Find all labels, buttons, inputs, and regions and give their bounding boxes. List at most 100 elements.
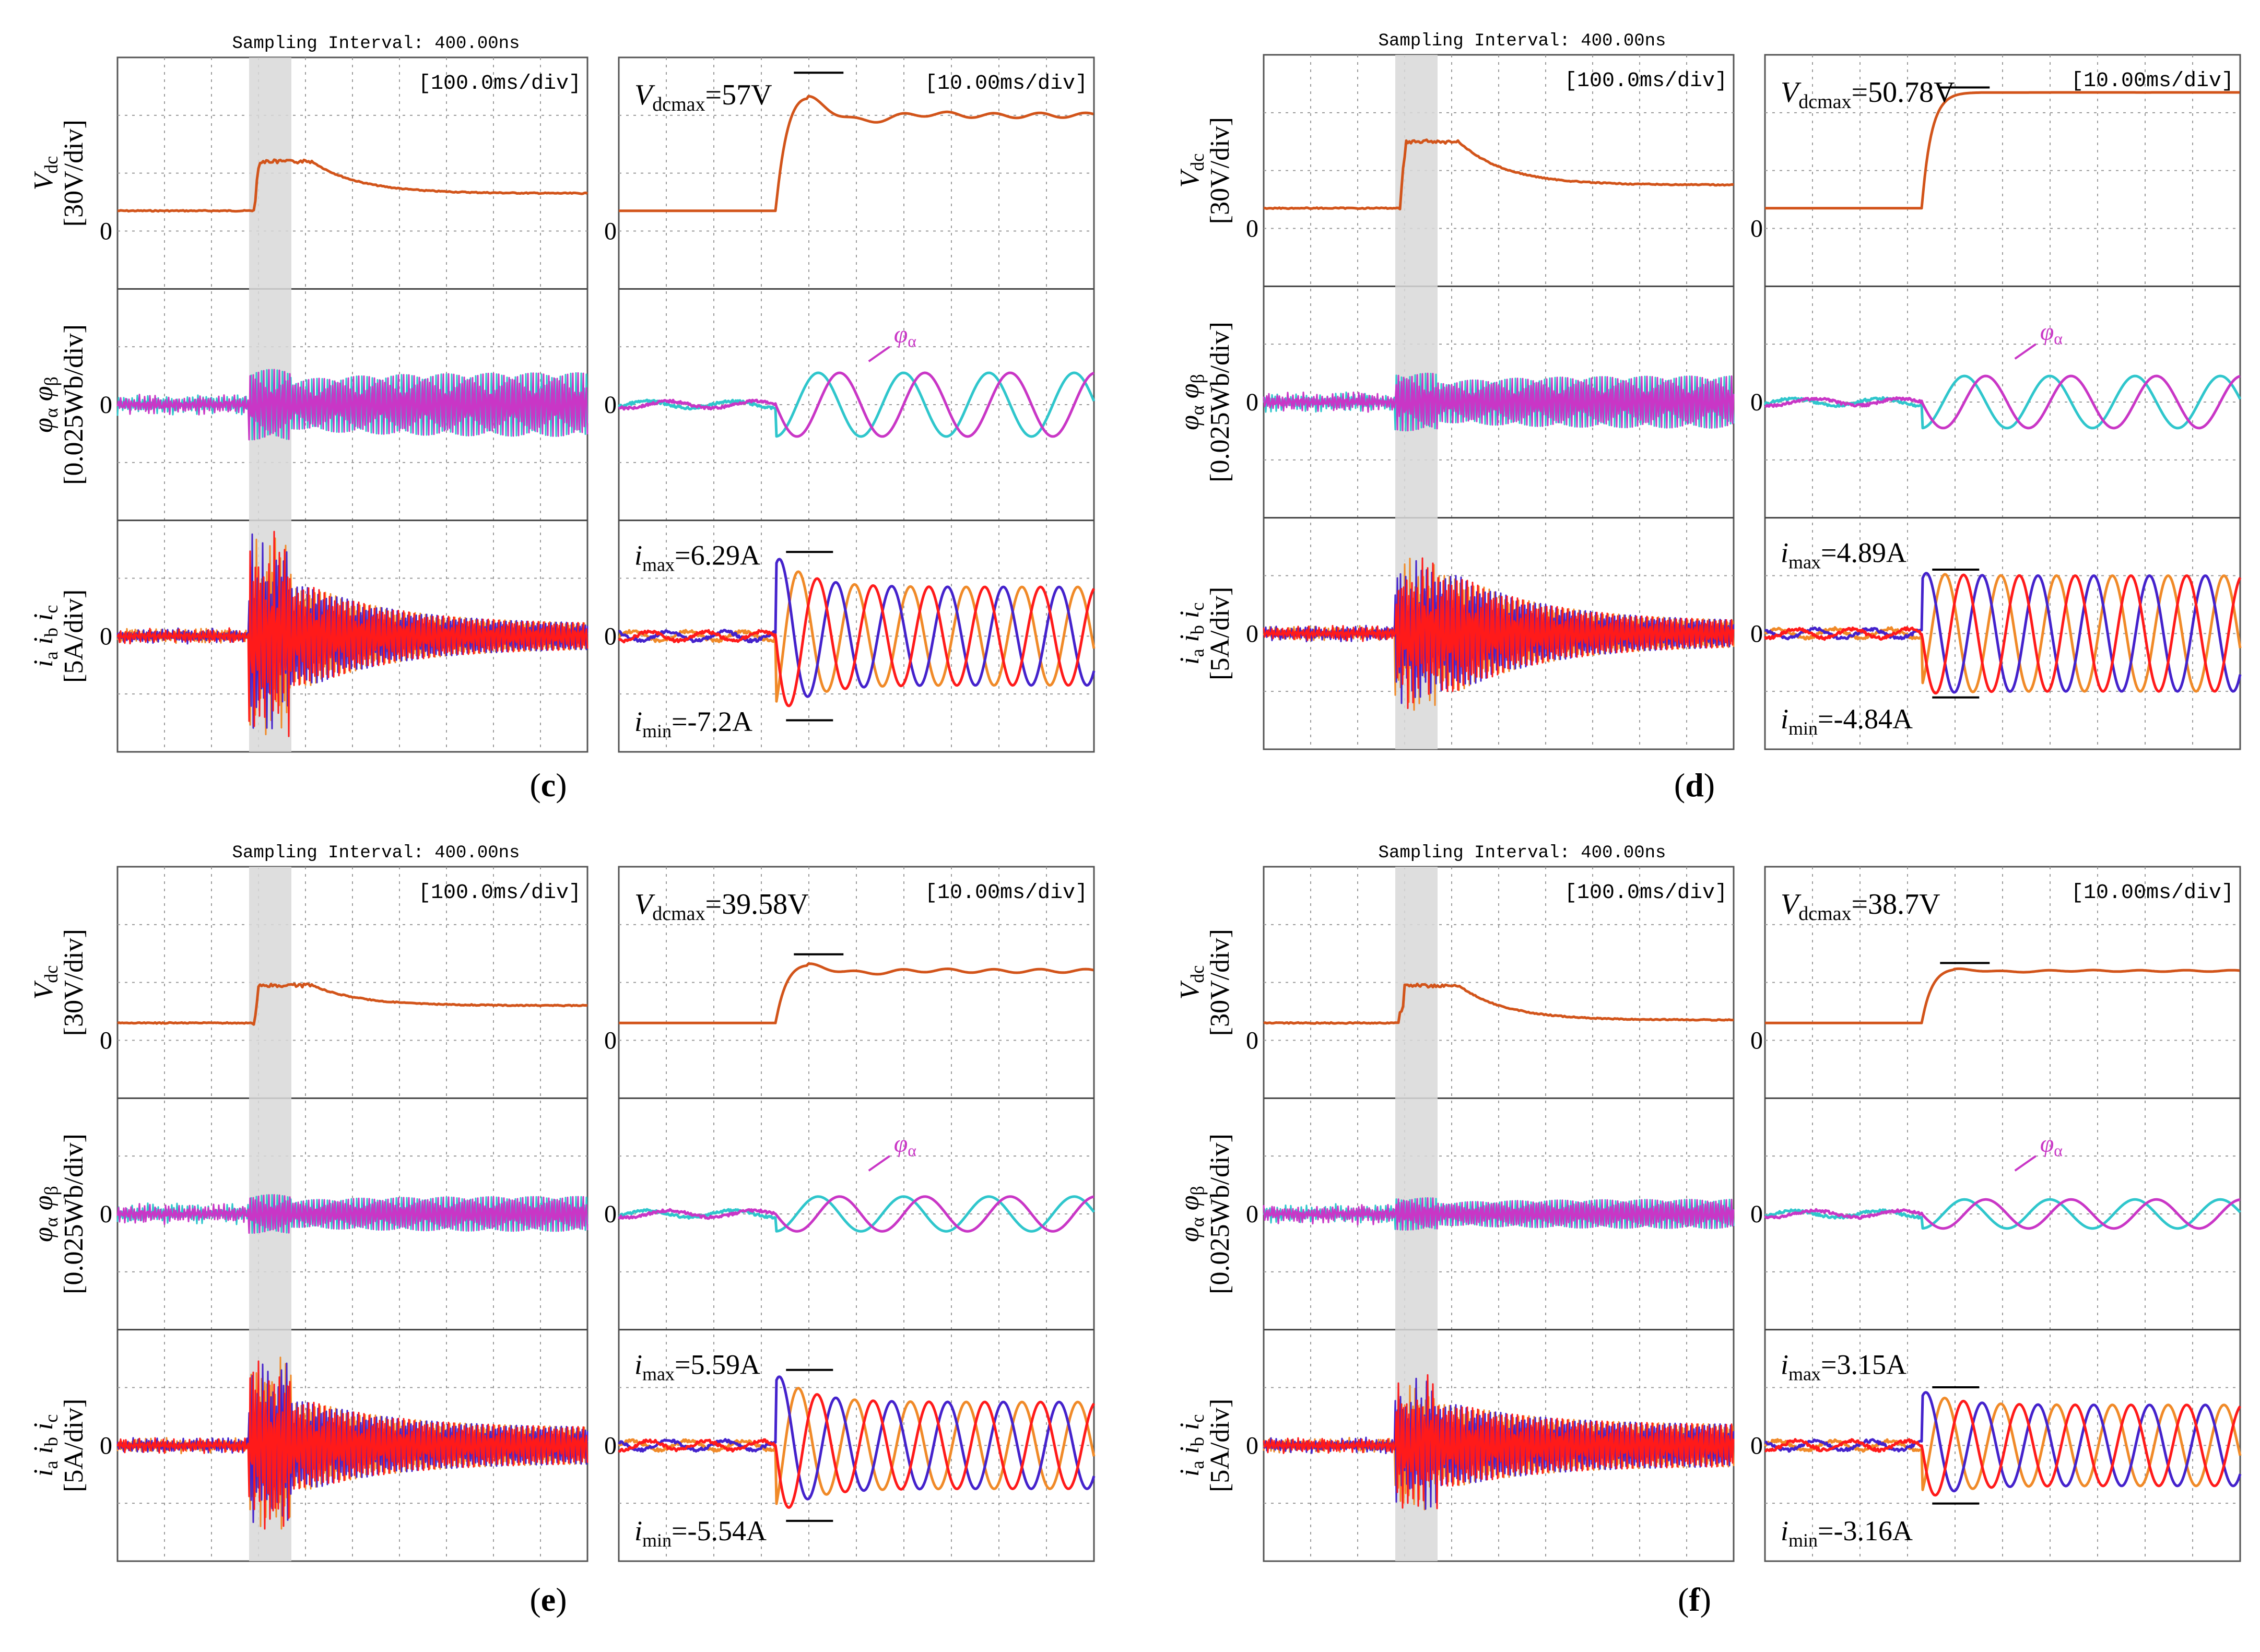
y-axis-unit: [0.025Wb/div] (59, 324, 89, 485)
sampling-interval: Sampling Interval: 400.00ns (232, 843, 520, 863)
zero-marker: 0 (1750, 215, 1763, 243)
ib-trace-zoom (618, 558, 1096, 698)
y-axis-unit: [30V/div] (59, 120, 89, 227)
imin-label: imin=-5.54A (634, 1515, 767, 1551)
imin-label: imin=-4.84A (1781, 703, 1913, 739)
ic-trace-zoom (1764, 573, 2242, 693)
zero-marker: 0 (100, 218, 112, 245)
zero-marker: 0 (100, 391, 112, 419)
y-axis-unit: [30V/div] (1205, 117, 1235, 224)
y-axis-unit: [5A/div] (1205, 1399, 1235, 1492)
vdcmax-label: Vdcmax=57V (634, 79, 772, 115)
phi-alpha-trace-zoom (1764, 374, 2241, 430)
vdc-trace-zoom (619, 962, 1094, 1024)
y-axis-unit: [0.025Wb/div] (1205, 1134, 1235, 1294)
ib-trace-zoom (618, 1375, 1096, 1501)
imin-label: imin=-7.2A (634, 706, 752, 741)
imax-label: imax=6.29A (634, 540, 760, 575)
zero-marker: 0 (1246, 388, 1258, 416)
sampling-interval: Sampling Interval: 400.00ns (1379, 31, 1666, 51)
y-axis-label: φα φβ[0.025Wb/div] (29, 1134, 89, 1294)
y-axis-symbol: ia ib ic (29, 1414, 62, 1477)
ia-trace-overview (116, 530, 588, 737)
left-timebase: [100.0ms/div] (418, 72, 581, 96)
y-axis-symbol: Vdc (1175, 154, 1208, 188)
zero-marker: 0 (1246, 1200, 1258, 1228)
y-axis-unit: [5A/div] (59, 1399, 89, 1492)
chart-panel-d: Sampling Interval: 400.00ns [100.0ms/div]… (1175, 31, 2242, 804)
zero-marker: 0 (604, 1027, 617, 1055)
y-axis-unit: [0.025Wb/div] (1205, 322, 1235, 482)
y-axis-label: φα φβ[0.025Wb/div] (1175, 1134, 1235, 1294)
vdc-trace-overview (117, 982, 588, 1026)
phi-alpha-pointer (868, 1155, 890, 1172)
panel-caption: (f) (1678, 1581, 1711, 1618)
phi-alpha-trace-overview (116, 369, 588, 441)
sampling-interval: Sampling Interval: 400.00ns (232, 34, 520, 54)
phi-alpha-label: φα (894, 321, 917, 350)
vdc-trace-overview (1263, 983, 1734, 1025)
zero-marker: 0 (1750, 1432, 1763, 1459)
vdc-trace-overview (117, 158, 588, 213)
right-timebase: [10.00ms/div] (2071, 881, 2234, 905)
y-axis-symbol: ia ib ic (29, 605, 62, 667)
y-axis-label: φα φβ[0.025Wb/div] (29, 324, 89, 485)
zero-marker: 0 (1750, 1200, 1763, 1228)
phi-alpha-label: φα (2040, 318, 2063, 348)
y-axis-label: Vdc[30V/div] (29, 120, 89, 227)
vdcmax-label: Vdcmax=38.7V (1781, 888, 1940, 925)
y-axis-symbol: ia ib ic (1175, 1414, 1208, 1477)
ic-trace-zoom (618, 570, 1096, 703)
vdc-trace-overview (1263, 138, 1734, 210)
ia-trace-zoom (618, 1393, 1096, 1509)
ib-trace-zoom (1764, 1391, 2242, 1493)
phi-alpha-trace-zoom (1764, 1198, 2241, 1230)
y-axis-unit: [0.025Wb/div] (59, 1134, 89, 1294)
vdc-trace-zoom (1765, 91, 2240, 210)
y-axis-symbol: Vdc (1175, 965, 1208, 1000)
y-axis-unit: [5A/div] (1205, 587, 1235, 680)
y-axis-label: Vdc[30V/div] (1175, 929, 1235, 1036)
phi-alpha-trace-zoom (618, 1195, 1094, 1233)
phi-alpha-label: φα (894, 1130, 917, 1160)
imax-label: imax=3.15A (1781, 1349, 1906, 1385)
zero-marker: 0 (1246, 620, 1258, 647)
ia-trace-overview (1263, 1374, 1735, 1509)
left-timebase: [100.0ms/div] (418, 881, 581, 905)
panel-caption: (e) (529, 1581, 567, 1618)
vdc-trace-zoom (619, 95, 1094, 213)
panel-caption: (d) (1674, 766, 1715, 804)
y-axis-symbol: φα φβ (1175, 374, 1208, 430)
phi-alpha-trace-overview (1263, 1197, 1735, 1231)
panel-caption: (c) (529, 766, 567, 804)
right-timebase: [10.00ms/div] (925, 881, 1088, 905)
y-axis-unit: [30V/div] (59, 929, 89, 1036)
right-timebase: [10.00ms/div] (2071, 69, 2234, 93)
zero-marker: 0 (604, 1200, 617, 1228)
zero-marker: 0 (1246, 1432, 1258, 1459)
y-axis-symbol: φα φβ (1175, 1186, 1208, 1242)
phi-alpha-trace-overview (1263, 372, 1735, 432)
y-axis-symbol: ia ib ic (1175, 603, 1208, 665)
ib-trace-zoom (1764, 572, 2242, 694)
zero-marker: 0 (604, 622, 617, 650)
ia-trace-zoom (618, 577, 1096, 707)
right-timebase: [10.00ms/div] (925, 72, 1088, 96)
zero-marker: 0 (100, 622, 112, 650)
zero-marker: 0 (100, 1432, 112, 1459)
y-axis-symbol: Vdc (29, 156, 62, 191)
y-axis-symbol: φα φβ (29, 376, 62, 433)
phi-alpha-pointer (2014, 1155, 2037, 1172)
ia-trace-overview (116, 1360, 588, 1530)
chart-panel-e: Sampling Interval: 400.00ns [100.0ms/div]… (29, 843, 1096, 1618)
y-axis-label: ia ib ic[5A/div] (1175, 1399, 1235, 1492)
zero-marker: 0 (100, 1200, 112, 1228)
zero-marker: 0 (1246, 1027, 1258, 1055)
zero-marker: 0 (604, 1432, 617, 1459)
chart-panel-f: Sampling Interval: 400.00ns [100.0ms/div]… (1175, 843, 2242, 1618)
phi-alpha-trace-overview (116, 1194, 588, 1234)
left-timebase: [100.0ms/div] (1564, 881, 1727, 905)
sampling-interval: Sampling Interval: 400.00ns (1379, 843, 1666, 863)
